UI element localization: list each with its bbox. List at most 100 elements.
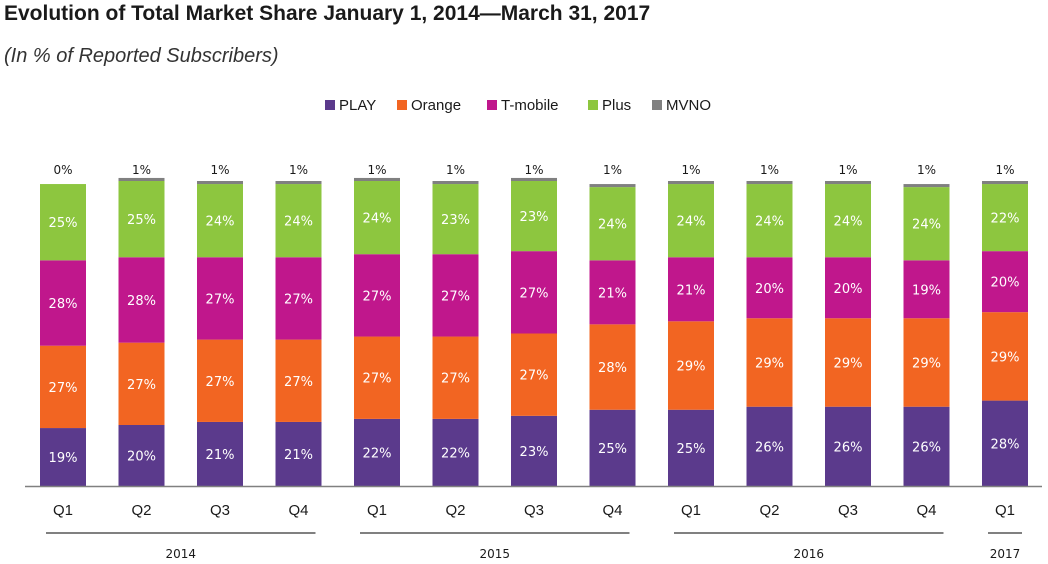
data-label-mvno-9: 1%: [760, 163, 779, 177]
bar-segment-t-mobile-3: [275, 257, 322, 340]
chart-bars: 19% 27% 28% 25% 0% 20% 27% 28% 25% 1% 21% 27% 27% 24%…: [40, 163, 1028, 486]
bar-segment-t-mobile-7: [589, 260, 636, 325]
data-label-orange-2: 27%: [206, 375, 235, 390]
x-tick-label-8: Q1: [681, 502, 701, 519]
bar-segment-orange-8: [668, 321, 714, 410]
bar-segment-orange-12: [982, 312, 1028, 401]
chart-title: Evolution of Total Market Share January …: [4, 2, 651, 25]
bar-segment-play-9: [746, 406, 793, 486]
data-label-t-mobile-3: 27%: [284, 292, 313, 307]
bar-segment-play-0: [40, 428, 86, 486]
data-label-plus-10: 24%: [834, 215, 863, 230]
x-tick-label-4: Q1: [367, 502, 387, 519]
bar-segment-mvno-6: [511, 177, 557, 181]
bar-segment-mvno-10: [825, 181, 871, 185]
bar-segment-plus-4: [354, 181, 400, 255]
bar-segment-plus-8: [668, 184, 714, 258]
x-tick-label-9: Q2: [759, 502, 779, 519]
data-label-play-6: 23%: [520, 445, 549, 460]
legend-swatch-plus: [588, 100, 598, 110]
data-label-play-4: 22%: [363, 446, 392, 461]
data-label-t-mobile-6: 27%: [520, 286, 549, 301]
data-label-t-mobile-4: 27%: [363, 289, 392, 304]
bar-segment-play-1: [118, 425, 165, 486]
bar-segment-play-11: [903, 406, 950, 486]
bar-segment-plus-3: [275, 184, 322, 258]
data-label-t-mobile-12: 20%: [991, 276, 1020, 291]
data-label-play-5: 22%: [441, 446, 470, 461]
data-label-orange-12: 29%: [991, 350, 1020, 365]
x-tick-label-10: Q3: [838, 502, 858, 519]
data-label-t-mobile-9: 20%: [755, 282, 784, 297]
bar-segment-play-2: [197, 421, 243, 486]
data-label-play-1: 20%: [127, 450, 156, 465]
x-tick-label-1: Q2: [131, 502, 151, 519]
year-label-2017: 2017: [990, 547, 1021, 561]
bar-segment-t-mobile-5: [432, 254, 479, 337]
data-label-orange-1: 27%: [127, 378, 156, 393]
bar-segment-orange-5: [432, 336, 479, 419]
bar-segment-t-mobile-9: [746, 257, 793, 319]
data-label-mvno-7: 1%: [603, 163, 622, 177]
bar-segment-play-8: [668, 409, 714, 486]
data-label-plus-5: 23%: [441, 213, 470, 228]
x-tick-label-12: Q1: [995, 502, 1015, 519]
bar-segment-plus-2: [197, 184, 243, 258]
data-label-mvno-2: 1%: [210, 163, 229, 177]
data-label-plus-0: 25%: [49, 216, 78, 231]
legend-label-t-mobile: T-mobile: [501, 97, 559, 114]
legend-label-mvno: MVNO: [666, 97, 711, 114]
legend-swatch-play: [325, 100, 335, 110]
data-label-mvno-5: 1%: [446, 163, 465, 177]
bar-segment-t-mobile-12: [982, 251, 1028, 313]
data-label-orange-8: 29%: [677, 360, 706, 375]
data-label-mvno-12: 1%: [995, 163, 1014, 177]
data-label-play-12: 28%: [991, 437, 1020, 452]
x-tick-label-5: Q2: [445, 502, 465, 519]
data-label-orange-0: 27%: [49, 381, 78, 396]
data-label-mvno-10: 1%: [838, 163, 857, 177]
data-label-t-mobile-5: 27%: [441, 289, 470, 304]
bar-segment-mvno-11: [903, 184, 950, 188]
bar-segment-mvno-1: [118, 177, 165, 181]
data-label-orange-6: 27%: [520, 369, 549, 384]
data-label-mvno-1: 1%: [132, 163, 151, 177]
data-label-mvno-0: 0%: [53, 163, 72, 177]
data-label-play-10: 26%: [834, 440, 863, 455]
data-label-mvno-8: 1%: [681, 163, 700, 177]
bar-segment-t-mobile-0: [40, 260, 86, 346]
bar-segment-orange-6: [511, 333, 557, 416]
bar-segment-orange-9: [746, 318, 793, 407]
bar-segment-mvno-7: [589, 184, 636, 188]
data-label-orange-3: 27%: [284, 375, 313, 390]
bar-segment-mvno-12: [982, 181, 1028, 185]
data-label-orange-4: 27%: [363, 372, 392, 387]
data-label-orange-7: 28%: [598, 361, 627, 376]
data-label-t-mobile-8: 21%: [677, 283, 706, 298]
bar-segment-plus-11: [903, 187, 950, 261]
data-label-orange-9: 29%: [755, 356, 784, 371]
year-label-2014: 2014: [165, 547, 196, 561]
bar-segment-t-mobile-2: [197, 257, 243, 340]
bar-segment-plus-9: [746, 184, 793, 258]
bar-segment-t-mobile-6: [511, 251, 557, 334]
bar-segment-t-mobile-10: [825, 257, 871, 319]
x-tick-label-7: Q4: [602, 502, 622, 519]
bar-segment-orange-11: [903, 318, 950, 407]
x-tick-label-6: Q3: [524, 502, 544, 519]
bar-segment-play-5: [432, 418, 479, 486]
x-tick-label-3: Q4: [288, 502, 308, 519]
year-label-2015: 2015: [479, 547, 510, 561]
chart-subtitle: (In % of Reported Subscribers): [4, 45, 279, 67]
data-label-plus-8: 24%: [677, 215, 706, 230]
legend-swatch-t-mobile: [487, 100, 497, 110]
bar-segment-mvno-9: [746, 181, 793, 185]
data-label-play-2: 21%: [206, 448, 235, 463]
data-label-plus-12: 22%: [991, 212, 1020, 227]
data-label-plus-11: 24%: [912, 218, 941, 233]
bar-segment-mvno-3: [275, 181, 322, 185]
data-label-t-mobile-1: 28%: [127, 294, 156, 309]
bar-segment-mvno-8: [668, 181, 714, 185]
bar-segment-orange-10: [825, 318, 871, 407]
